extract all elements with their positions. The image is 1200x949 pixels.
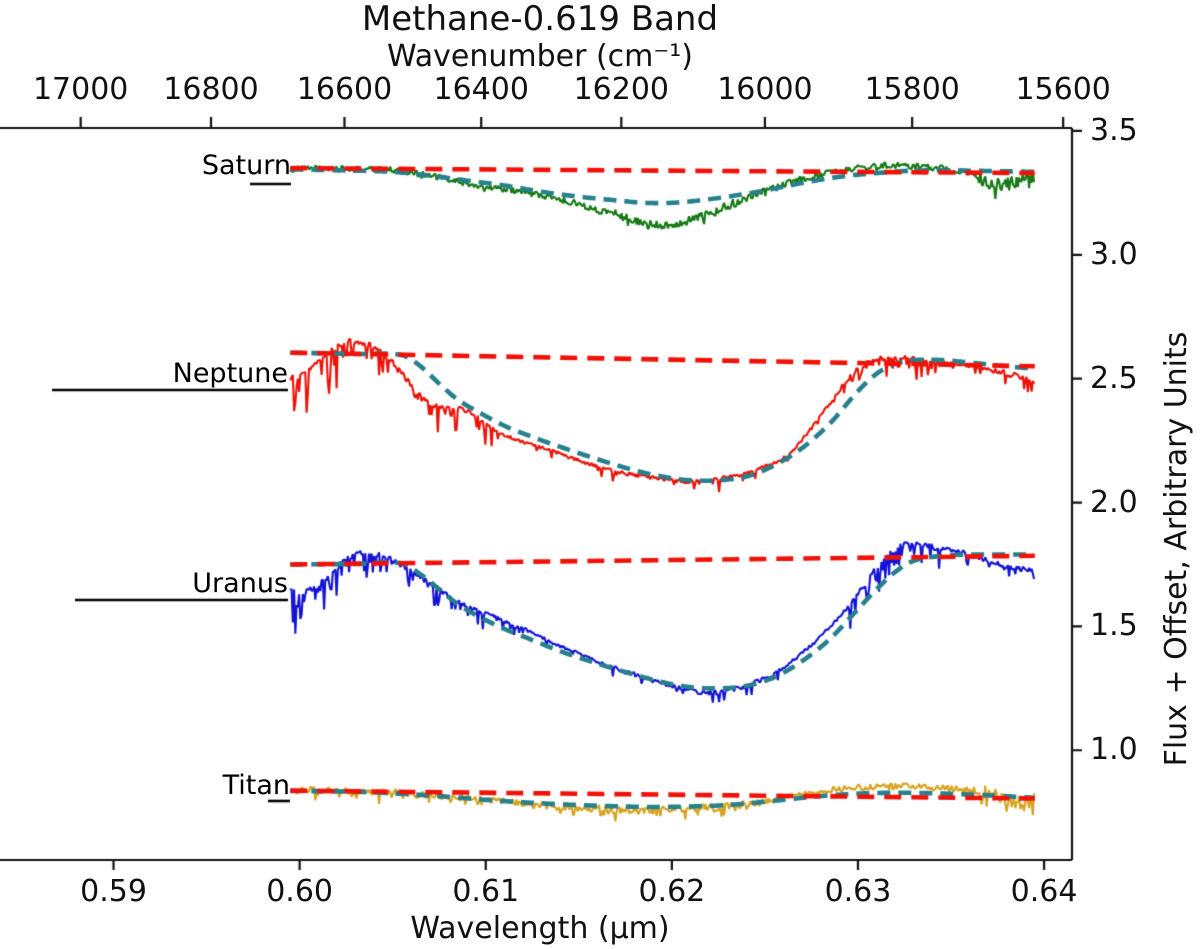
right-axis-label: Flux + Offset, Arbitrary Units [1159,331,1194,767]
right-tick-label-2.0: 2.0 [1090,484,1138,520]
bottom-tick-label-0.63: 0.63 [824,874,892,909]
bottom-tick-label-0.64: 0.64 [1010,874,1078,909]
right-tick-label-1.0: 1.0 [1090,732,1138,768]
bottom-tick-label-0.61: 0.61 [452,874,520,909]
series-label-neptune: Neptune [172,358,288,389]
chart-title: Methane-0.619 Band [361,0,719,39]
top-tick-label-15800: 15800 [864,72,960,107]
top-tick-label-16200: 16200 [573,72,670,107]
right-tick-label-3.5: 3.5 [1090,112,1138,148]
top-tick-label-16400: 16400 [433,72,529,107]
series-label-titan: Titan [222,770,290,801]
top-tick-label-17000: 17000 [32,72,129,107]
top-tick-label-15600: 15600 [1015,72,1111,107]
bottom-tick-label-0.60: 0.60 [266,874,334,909]
right-tick-label-3.0: 3.0 [1090,236,1138,272]
top-tick-label-16800: 16800 [163,72,259,107]
series-label-saturn: Saturn [201,150,291,181]
top-axis-label: Wavenumber (cm⁻¹) [387,39,693,74]
top-tick-label-16000: 16000 [717,72,813,107]
right-tick-label-1.5: 1.5 [1090,608,1138,644]
bottom-tick-label-0.59: 0.59 [80,874,147,909]
bottom-tick-label-0.62: 0.62 [638,874,706,909]
right-tick-label-2.5: 2.5 [1090,360,1138,396]
top-tick-label-16600: 16600 [296,72,393,107]
series-label-uranus: Uranus [192,568,288,599]
bottom-axis-label: Wavelength (μm) [410,911,670,946]
